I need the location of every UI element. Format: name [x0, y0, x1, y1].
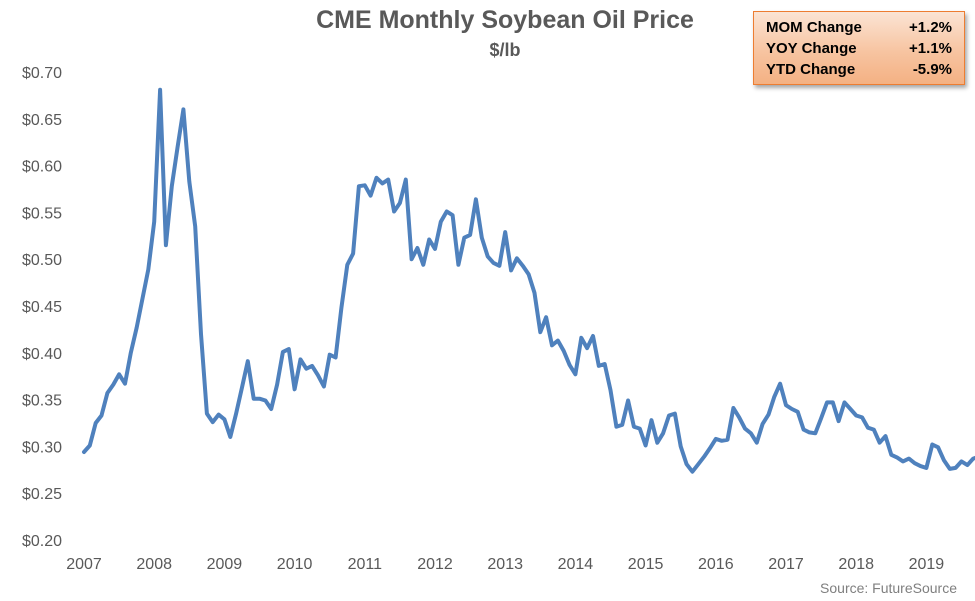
x-tick-label: 2009 — [207, 556, 243, 573]
y-tick-label: $0.50 — [22, 252, 62, 269]
x-tick-label: 2007 — [66, 556, 102, 573]
source-note: Source: FutureSource — [820, 580, 957, 596]
y-tick-label: $0.45 — [22, 299, 62, 316]
mom-change-label: MOM Change — [766, 19, 862, 36]
y-tick-label: $0.20 — [22, 533, 62, 550]
yoy-change-value: +1.1% — [909, 40, 952, 57]
x-tick-label: 2013 — [487, 556, 523, 573]
stats-row-ytd: YTD Change -5.9% — [766, 61, 952, 81]
yoy-change-label: YOY Change — [766, 40, 857, 57]
y-tick-label: $0.55 — [22, 205, 62, 222]
y-axis-ticks: $0.20 $0.25 $0.30 $0.35 $0.40 $0.45 $0.50 $0.55… — [22, 65, 62, 550]
x-tick-label: 2019 — [909, 556, 945, 573]
chart-title: CME Monthly Soybean Oil Price — [316, 6, 694, 34]
x-tick-label: 2018 — [838, 556, 874, 573]
x-tick-label: 2016 — [698, 556, 734, 573]
x-tick-label: 2012 — [417, 556, 453, 573]
y-tick-label: $0.70 — [22, 65, 62, 82]
y-tick-label: $0.30 — [22, 439, 62, 456]
ytd-change-value: -5.9% — [912, 61, 952, 78]
x-tick-label: 2008 — [136, 556, 172, 573]
x-tick-label: 2010 — [277, 556, 313, 573]
stats-box: MOM Change +1.2% YOY Change +1.1% YTD Ch… — [753, 11, 965, 85]
y-tick-label: $0.60 — [22, 159, 62, 176]
series-group — [82, 87, 975, 474]
y-tick-label: $0.65 — [22, 112, 62, 129]
x-tick-label: 2017 — [768, 556, 804, 573]
x-tick-label: 2015 — [628, 556, 664, 573]
stats-row-yoy: YOY Change +1.1% — [766, 40, 952, 60]
x-axis-ticks: 2007 2008 2009 2010 2011 2012 2013 2014 2015 2016… — [66, 556, 944, 573]
mom-change-value: +1.2% — [909, 19, 952, 36]
x-tick-label: 2014 — [558, 556, 594, 573]
y-tick-label: $0.25 — [22, 486, 62, 503]
ytd-change-label: YTD Change — [766, 61, 856, 78]
x-tick-label: 2011 — [348, 556, 383, 573]
y-tick-label: $0.35 — [22, 393, 62, 410]
chart-subtitle: $/lb — [489, 40, 521, 60]
series-line — [82, 87, 975, 474]
stats-row-mom: MOM Change +1.2% — [766, 19, 952, 39]
y-tick-label: $0.40 — [22, 346, 62, 363]
